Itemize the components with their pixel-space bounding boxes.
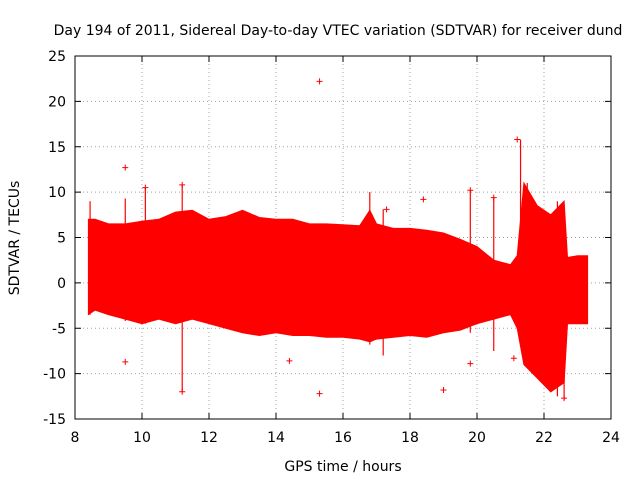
chart-title: Day 194 of 2011, Sidereal Day-to-day VTE… [54, 23, 623, 39]
outlier-point [286, 357, 293, 364]
outlier-point [316, 390, 323, 397]
y-axis-label: SDTVAR / TECUs [7, 181, 23, 296]
tick-labels-layer: 8 10 12 14 16 18 20 22 24 -15 -10 -5 0 5 10 15 20 25 [43, 49, 620, 446]
y-tick-label: 25 [48, 49, 66, 65]
outlier-point [440, 386, 447, 393]
x-tick-label: 14 [267, 430, 285, 446]
x-tick-label: 16 [334, 430, 352, 446]
y-tick-label: 15 [48, 140, 66, 156]
sdtvar-band [87, 181, 589, 393]
y-tick-label: -5 [52, 321, 66, 337]
y-tick-label: 0 [57, 276, 66, 292]
outlier-point [122, 164, 129, 171]
y-tick-label: -15 [43, 412, 66, 428]
x-tick-label: 22 [535, 430, 553, 446]
outlier-point [179, 388, 186, 395]
outlier-point [510, 355, 517, 362]
x-axis-label: GPS time / hours [284, 459, 401, 475]
outlier-point [514, 136, 521, 143]
data-band-layer [87, 139, 589, 400]
y-tick-label: 20 [48, 94, 66, 110]
outlier-point [490, 194, 497, 201]
y-tick-label: 5 [57, 231, 66, 247]
outlier-points-layer [122, 78, 568, 402]
outlier-point [420, 196, 427, 203]
outlier-point [179, 181, 186, 188]
x-tick-label: 8 [71, 430, 80, 446]
outlier-point [383, 206, 390, 213]
x-tick-label: 12 [200, 430, 218, 446]
outlier-point [467, 360, 474, 367]
x-tick-label: 18 [401, 430, 419, 446]
outlier-point [316, 78, 323, 85]
outlier-point [467, 187, 474, 194]
y-tick-label: -10 [43, 367, 66, 383]
y-tick-label: 10 [48, 185, 66, 201]
outlier-point [142, 184, 149, 191]
outlier-point [561, 395, 568, 402]
x-tick-label: 24 [602, 430, 620, 446]
x-tick-label: 10 [133, 430, 151, 446]
x-tick-label: 20 [468, 430, 486, 446]
outlier-point [122, 358, 129, 365]
